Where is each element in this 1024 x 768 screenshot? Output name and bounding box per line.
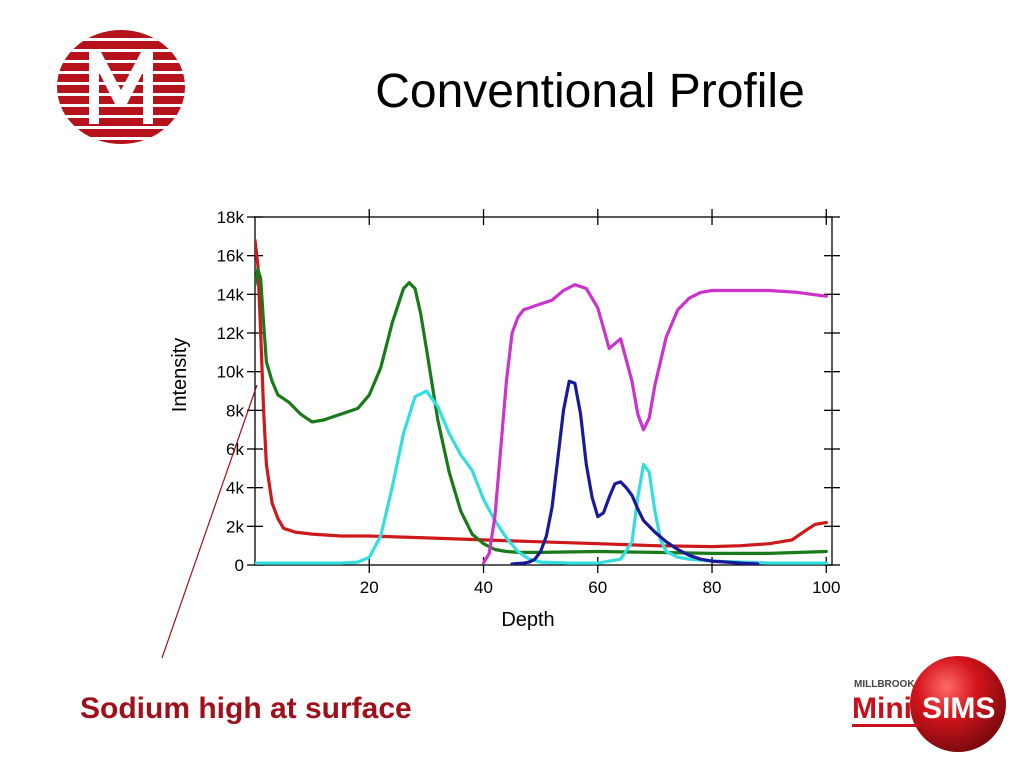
y-tick-label: 16k (217, 247, 245, 266)
surface-sodium-caption: Sodium high at surface (80, 692, 412, 725)
series-line-4 (481, 283, 828, 565)
series-line-3 (255, 389, 828, 565)
slide-title: Conventional Profile (375, 65, 805, 118)
logo-brand-sims: SIMS (922, 692, 995, 725)
series-line-5 (510, 379, 760, 565)
chart-axes: 0 2k 4k 6k 8k 10k 12k 14k 16k 18k 20 40 60 80 100 (217, 208, 841, 597)
intensity-depth-chart: Intensity Depth 0 2k 4k 6k 8k 10k 12k 14k 16k 18k… (169, 208, 841, 631)
logo-brand-top: MILLBROOK (854, 679, 915, 690)
x-axis-label: Depth (501, 609, 554, 631)
x-tick-label: 40 (474, 578, 493, 597)
y-tick-label: 2k (226, 517, 244, 536)
y-tick-label: 12k (217, 324, 245, 343)
chart-series-group (255, 238, 828, 565)
plot-frame (254, 216, 833, 566)
logo-brand-mini: Mini (852, 692, 912, 725)
x-tick-label: 80 (703, 578, 722, 597)
y-axis-label: Intensity (169, 338, 191, 412)
series-line-2 (255, 267, 828, 555)
minisims-logo: MILLBROOK Mini SIMS (852, 656, 1006, 752)
company-logo (57, 30, 185, 144)
series-line-1 (255, 238, 828, 549)
y-tick-label: 4k (226, 479, 244, 498)
y-tick-label: 10k (217, 363, 245, 382)
y-tick-label: 6k (226, 440, 244, 459)
y-tick-label: 0 (235, 556, 244, 575)
x-tick-label: 100 (812, 578, 840, 597)
y-tick-label: 14k (217, 285, 245, 304)
y-tick-label: 18k (217, 208, 245, 227)
y-tick-label: 8k (226, 401, 244, 420)
x-tick-label: 20 (360, 578, 379, 597)
x-tick-label: 60 (588, 578, 607, 597)
